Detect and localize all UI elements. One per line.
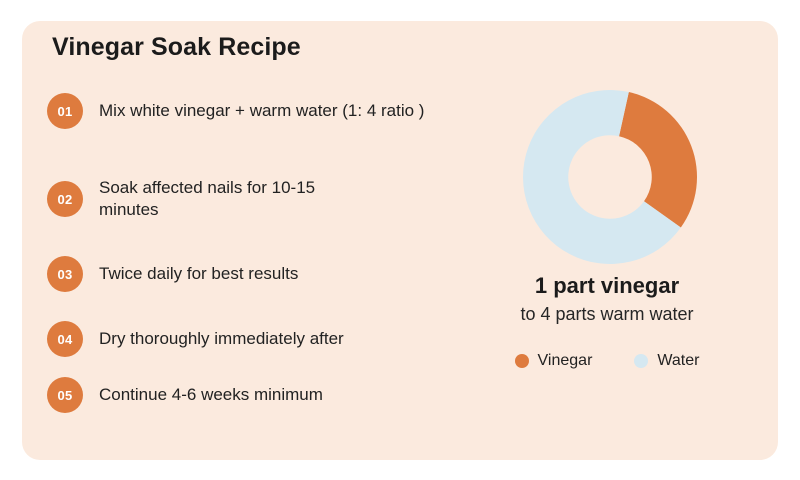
legend-label-vinegar: Vinegar: [537, 352, 593, 369]
step-row-1: 01 Mix white vinegar + warm water (1: 4 …: [47, 93, 467, 129]
step-number-badge: 02: [47, 181, 83, 217]
page-title: Vinegar Soak Recipe: [52, 33, 301, 61]
step-text: Mix white vinegar + warm water (1: 4 rat…: [99, 101, 425, 120]
step-text: Twice daily for best results: [99, 264, 299, 283]
step-number-badge: 04: [47, 321, 83, 357]
chart-legend: Vinegar Water: [477, 352, 737, 370]
steps-list: 01 Mix white vinegar + warm water (1: 4 …: [47, 93, 467, 413]
step-row-3: 03 Twice daily for best results: [47, 256, 467, 292]
ratio-headline: 1 part vinegar: [534, 273, 680, 298]
step-number-badge: 05: [47, 377, 83, 413]
step-number-badge: 01: [47, 93, 83, 129]
legend-item-water: Water: [634, 352, 699, 370]
legend-swatch-water-icon: [634, 354, 649, 368]
step-number-badge: 03: [47, 256, 83, 292]
step-text: Soak affected nails for 10-15 minutes: [99, 178, 316, 219]
step-row-2: 02 Soak affected nails for 10-15 minutes: [47, 177, 467, 221]
recipe-card: Vinegar Soak Recipe 01 Mix white vinegar…: [22, 21, 778, 460]
ratio-subline: to 4 parts warm water: [520, 304, 694, 324]
donut-chart: [515, 82, 705, 272]
legend-item-vinegar: Vinegar: [514, 352, 593, 370]
donut-chart-svg: [523, 89, 698, 264]
step-text: Dry thoroughly immediately after: [99, 329, 344, 348]
step-row-4: 04 Dry thoroughly immediately after: [47, 321, 467, 357]
legend-label-water: Water: [657, 352, 700, 369]
step-text: Continue 4-6 weeks minimum: [99, 385, 323, 404]
legend-swatch-vinegar-icon: [514, 354, 529, 368]
step-row-5: 05 Continue 4-6 weeks minimum: [47, 377, 467, 413]
